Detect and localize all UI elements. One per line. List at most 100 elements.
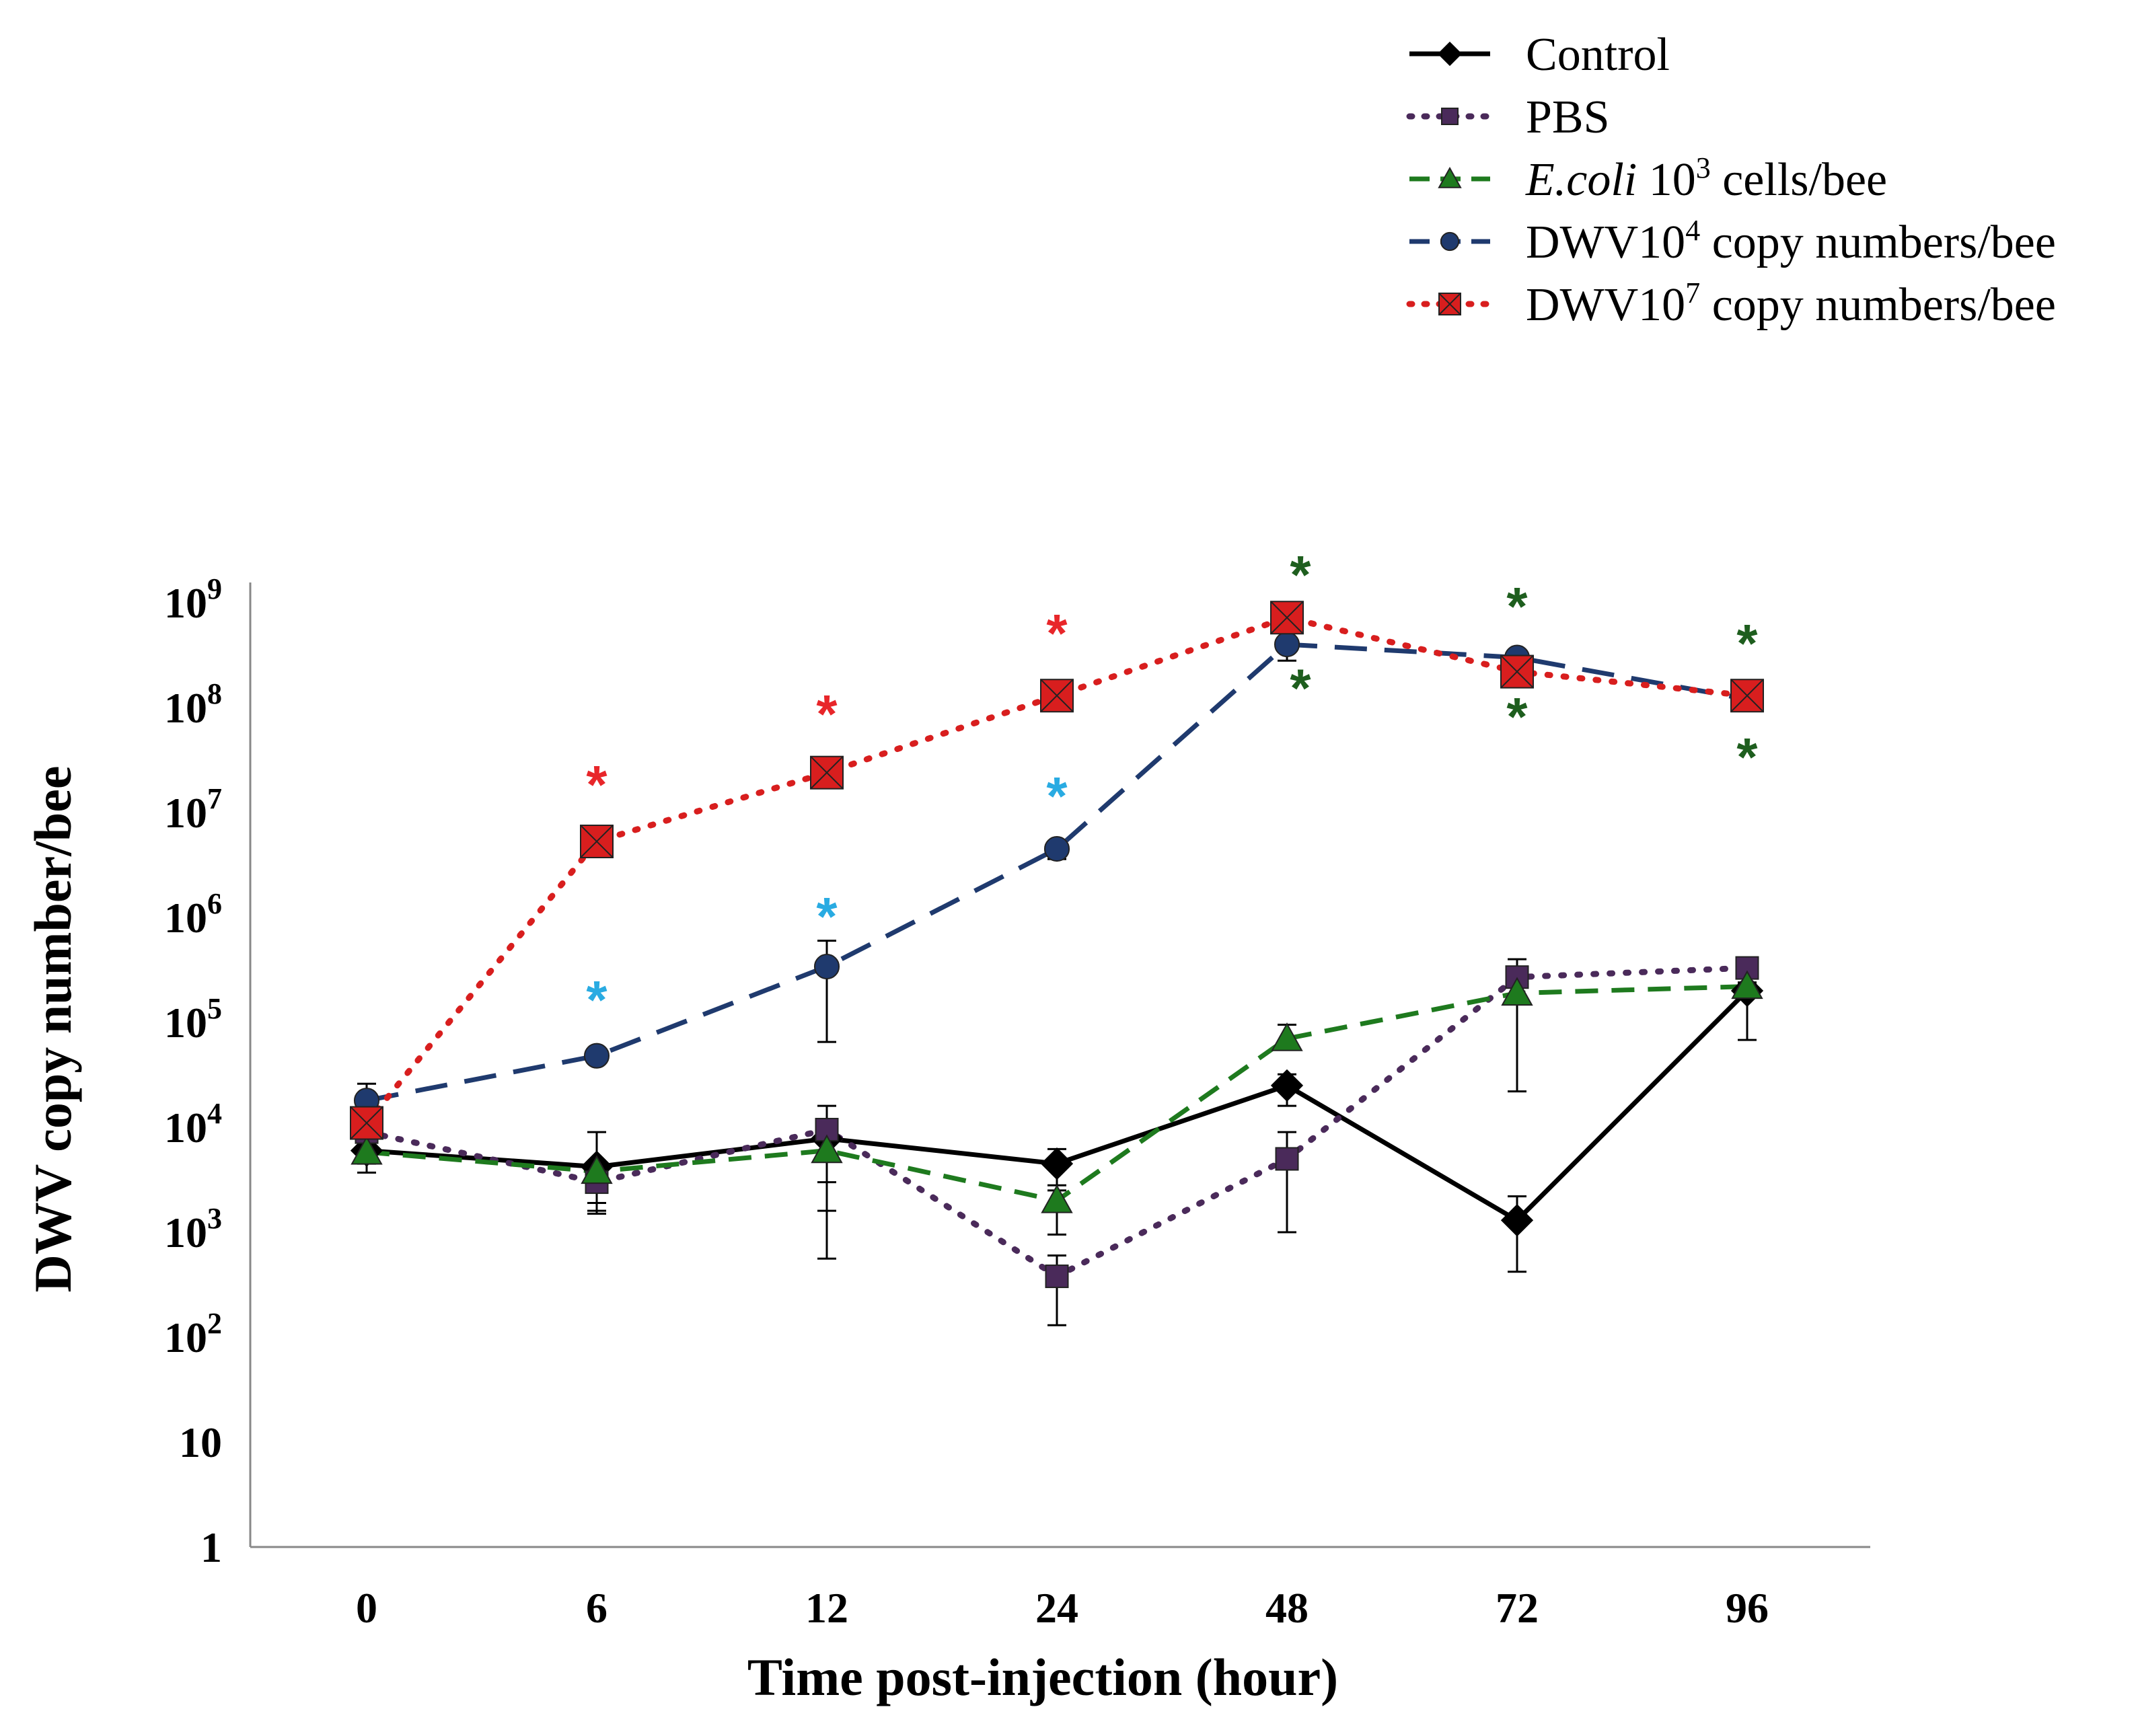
significance-asterisk: * bbox=[586, 970, 607, 1030]
legend-label-exponent: 3 bbox=[1696, 151, 1711, 184]
y-tick-base: 10 bbox=[164, 999, 207, 1047]
legend-item-dwv7: DWV107 copy numbers/bee bbox=[1406, 276, 2056, 331]
y-tick-base: 10 bbox=[164, 1209, 207, 1256]
significance-markers: * * * * * * * * * * * * bbox=[586, 545, 1758, 1030]
legend-label-ecoli: E.coli 103 cells/bee bbox=[1525, 151, 1887, 206]
data-point-ecoli bbox=[1731, 970, 1763, 999]
legend-label-exponent: 4 bbox=[1685, 214, 1700, 247]
x-tick-labels: 0 6 12 24 48 72 96 bbox=[356, 1584, 1769, 1632]
data-point-control bbox=[1040, 1147, 1074, 1180]
data-point-pbs bbox=[1045, 1265, 1069, 1289]
y-tick-label: 10 bbox=[179, 1419, 222, 1466]
y-tick-base: 10 bbox=[164, 684, 207, 732]
y-tick-label: 106 bbox=[164, 887, 222, 942]
legend-item-ecoli: E.coli 103 cells/bee bbox=[1409, 151, 1887, 206]
legend-label-dwv7: DWV107 copy numbers/bee bbox=[1526, 276, 2056, 331]
y-tick-base: 1 bbox=[200, 1523, 222, 1571]
legend-label-suffix: cells/bee bbox=[1711, 154, 1887, 206]
y-tick-base: 10 bbox=[164, 579, 207, 627]
legend-item-pbs: PBS bbox=[1406, 91, 1610, 143]
data-point-control bbox=[1500, 1204, 1534, 1237]
data-point-ecoli bbox=[811, 1134, 843, 1164]
y-tick-exponent: 9 bbox=[207, 572, 222, 605]
legend-label-suffix: copy numbers/bee bbox=[1700, 217, 2056, 268]
y-tick-base: 10 bbox=[164, 1314, 207, 1361]
legend-item-dwv4: DWV104 copy numbers/bee bbox=[1409, 214, 2056, 268]
data-point-dwv7 bbox=[1730, 679, 1764, 713]
legend-label-suffix: copy numbers/bee bbox=[1700, 279, 2056, 331]
data-point-dwv4 bbox=[583, 1043, 610, 1069]
data-point-ecoli bbox=[1041, 1184, 1073, 1213]
y-tick-exponent: 4 bbox=[207, 1097, 222, 1130]
data-point-dwv7 bbox=[810, 755, 844, 790]
significance-asterisk: * bbox=[1290, 658, 1311, 718]
legend-swatch-marker bbox=[1437, 41, 1463, 67]
legend-label-name: DWV10 bbox=[1526, 217, 1685, 268]
significance-asterisk: * bbox=[586, 755, 607, 815]
significance-asterisk: * bbox=[1046, 766, 1068, 826]
y-tick-exponent: 8 bbox=[207, 677, 222, 710]
significance-asterisk: * bbox=[1506, 687, 1528, 747]
y-tick-base: 10 bbox=[164, 1104, 207, 1152]
legend-label-prefix: 10 bbox=[1637, 154, 1696, 206]
significance-asterisk: * bbox=[1046, 603, 1068, 663]
legend-label-name: DWV10 bbox=[1526, 279, 1685, 331]
data-point-ecoli bbox=[1501, 977, 1533, 1006]
y-tick-exponent: 6 bbox=[207, 887, 222, 920]
data-point-control bbox=[1270, 1069, 1304, 1102]
legend-item-control: Control bbox=[1409, 29, 1670, 81]
y-tick-label: 108 bbox=[164, 677, 222, 732]
error-bars bbox=[357, 615, 1757, 1326]
legend-swatch-marker bbox=[1438, 166, 1462, 188]
legend-swatch-marker bbox=[1438, 293, 1461, 315]
data-point-dwv7 bbox=[1040, 679, 1074, 713]
series-markers bbox=[350, 601, 1764, 1289]
x-tick-label: 12 bbox=[805, 1584, 848, 1632]
legend-label-dwv4: DWV104 copy numbers/bee bbox=[1526, 214, 2056, 268]
x-tick-label: 24 bbox=[1035, 1584, 1078, 1632]
significance-asterisk: * bbox=[1290, 545, 1311, 605]
legend-swatch-marker bbox=[1440, 231, 1460, 252]
y-tick-base: 10 bbox=[164, 789, 207, 837]
data-point-ecoli bbox=[1271, 1022, 1303, 1051]
significance-asterisk: * bbox=[1736, 727, 1758, 787]
y-tick-label: 1 bbox=[200, 1523, 222, 1571]
data-point-dwv7 bbox=[580, 825, 614, 859]
y-tick-label: 102 bbox=[164, 1307, 222, 1361]
x-tick-label: 72 bbox=[1496, 1584, 1539, 1632]
y-tick-label: 105 bbox=[164, 992, 222, 1047]
legend-label-name: E.coli bbox=[1525, 154, 1637, 206]
legend-label-pbs: PBS bbox=[1526, 91, 1610, 143]
legend-swatch-marker bbox=[1441, 108, 1459, 125]
y-tick-exponent: 5 bbox=[207, 992, 222, 1025]
y-tick-label: 107 bbox=[164, 782, 222, 837]
data-point-ecoli bbox=[581, 1155, 613, 1184]
y-axis-title: DWV copy number/bee bbox=[24, 766, 82, 1293]
significance-asterisk: * bbox=[1736, 613, 1758, 673]
y-tick-label: 103 bbox=[164, 1202, 222, 1256]
data-point-dwv7 bbox=[1500, 654, 1534, 689]
data-point-dwv7 bbox=[350, 1106, 383, 1140]
data-point-dwv4 bbox=[1274, 632, 1300, 658]
legend-label-exponent: 7 bbox=[1685, 276, 1700, 309]
data-point-ecoli bbox=[351, 1135, 383, 1165]
y-tick-exponent: 2 bbox=[207, 1307, 222, 1340]
data-point-pbs bbox=[1275, 1147, 1299, 1171]
x-tick-label: 0 bbox=[356, 1584, 377, 1632]
x-axis-title: Time post-injection (hour) bbox=[747, 1648, 1338, 1706]
y-tick-exponent: 3 bbox=[207, 1202, 222, 1235]
y-tick-label: 104 bbox=[164, 1097, 222, 1152]
significance-asterisk: * bbox=[816, 886, 838, 946]
legend-label-name: PBS bbox=[1526, 91, 1610, 143]
data-point-dwv4 bbox=[813, 954, 840, 980]
data-point-dwv7 bbox=[1270, 601, 1304, 635]
y-tick-label: 109 bbox=[164, 572, 222, 627]
x-tick-label: 6 bbox=[586, 1584, 607, 1632]
legend-label-name: Control bbox=[1526, 29, 1670, 81]
x-tick-label: 48 bbox=[1265, 1584, 1309, 1632]
y-tick-base: 10 bbox=[179, 1419, 222, 1466]
legend: Control PBS E.coli 103 cells/bee DWV104 cop… bbox=[1406, 29, 2056, 331]
data-point-dwv4 bbox=[1043, 836, 1070, 862]
